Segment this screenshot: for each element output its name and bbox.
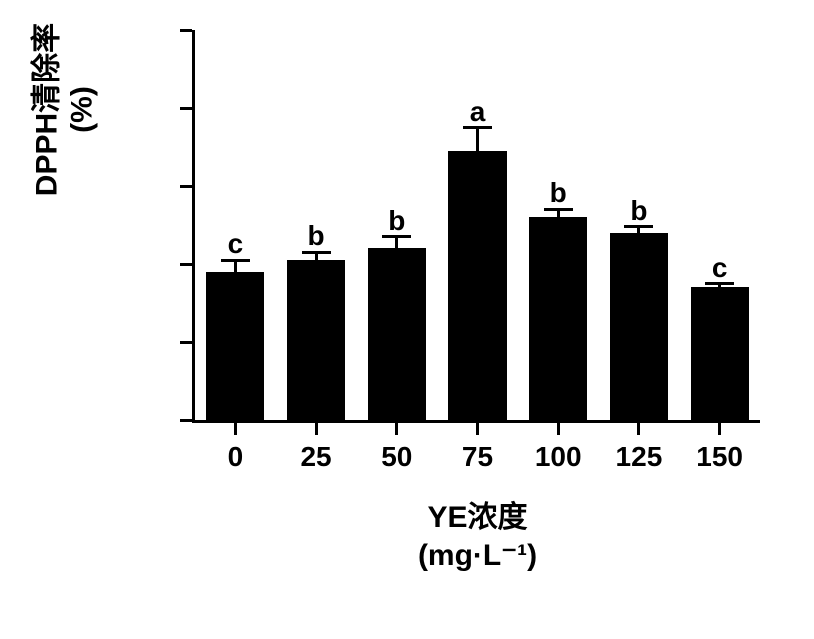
- significance-label: b: [356, 205, 437, 237]
- bar: [287, 260, 345, 420]
- y-axis-title-line2: (%): [65, 0, 100, 260]
- x-axis-title: YE浓度 (mg·L⁻¹): [195, 499, 760, 574]
- x-tick: [476, 423, 479, 435]
- bar: [529, 217, 587, 420]
- y-axis-title-line1: DPPH清除率: [31, 0, 66, 260]
- bar: [610, 233, 668, 420]
- y-axis-line: [192, 30, 195, 423]
- bar: [691, 287, 749, 420]
- x-tick-label: 75: [437, 441, 518, 473]
- bar: [368, 248, 426, 420]
- significance-label: b: [518, 177, 599, 209]
- y-tick: [180, 185, 192, 188]
- x-tick-label: 50: [356, 441, 437, 473]
- significance-label: a: [437, 96, 518, 128]
- x-tick-label: 0: [195, 441, 276, 473]
- x-tick: [315, 423, 318, 435]
- x-tick-label: 100: [518, 441, 599, 473]
- x-tick: [637, 423, 640, 435]
- bar: [206, 272, 264, 420]
- y-tick: [180, 419, 192, 422]
- y-tick: [180, 341, 192, 344]
- significance-label: c: [195, 228, 276, 260]
- x-tick: [718, 423, 721, 435]
- bar-chart: 0204060801000c25b50b75a100b125b150c DPPH…: [0, 0, 814, 639]
- x-tick-label: 25: [276, 441, 357, 473]
- y-tick: [180, 107, 192, 110]
- x-tick-label: 150: [679, 441, 760, 473]
- x-tick: [234, 423, 237, 435]
- y-axis-title: DPPH清除率 (%): [31, 0, 100, 260]
- x-tick-label: 125: [599, 441, 680, 473]
- significance-label: b: [599, 195, 680, 227]
- x-axis-title-line2: (mg·L⁻¹): [195, 537, 760, 575]
- significance-label: b: [276, 220, 357, 252]
- y-tick: [180, 263, 192, 266]
- y-tick: [180, 29, 192, 32]
- x-axis-title-line1: YE浓度: [195, 499, 760, 537]
- x-tick: [395, 423, 398, 435]
- significance-label: c: [679, 252, 760, 284]
- error-bar-stem: [395, 237, 398, 249]
- error-bar-stem: [476, 128, 479, 151]
- bar: [448, 151, 506, 420]
- x-tick: [557, 423, 560, 435]
- error-bar-stem: [234, 260, 237, 272]
